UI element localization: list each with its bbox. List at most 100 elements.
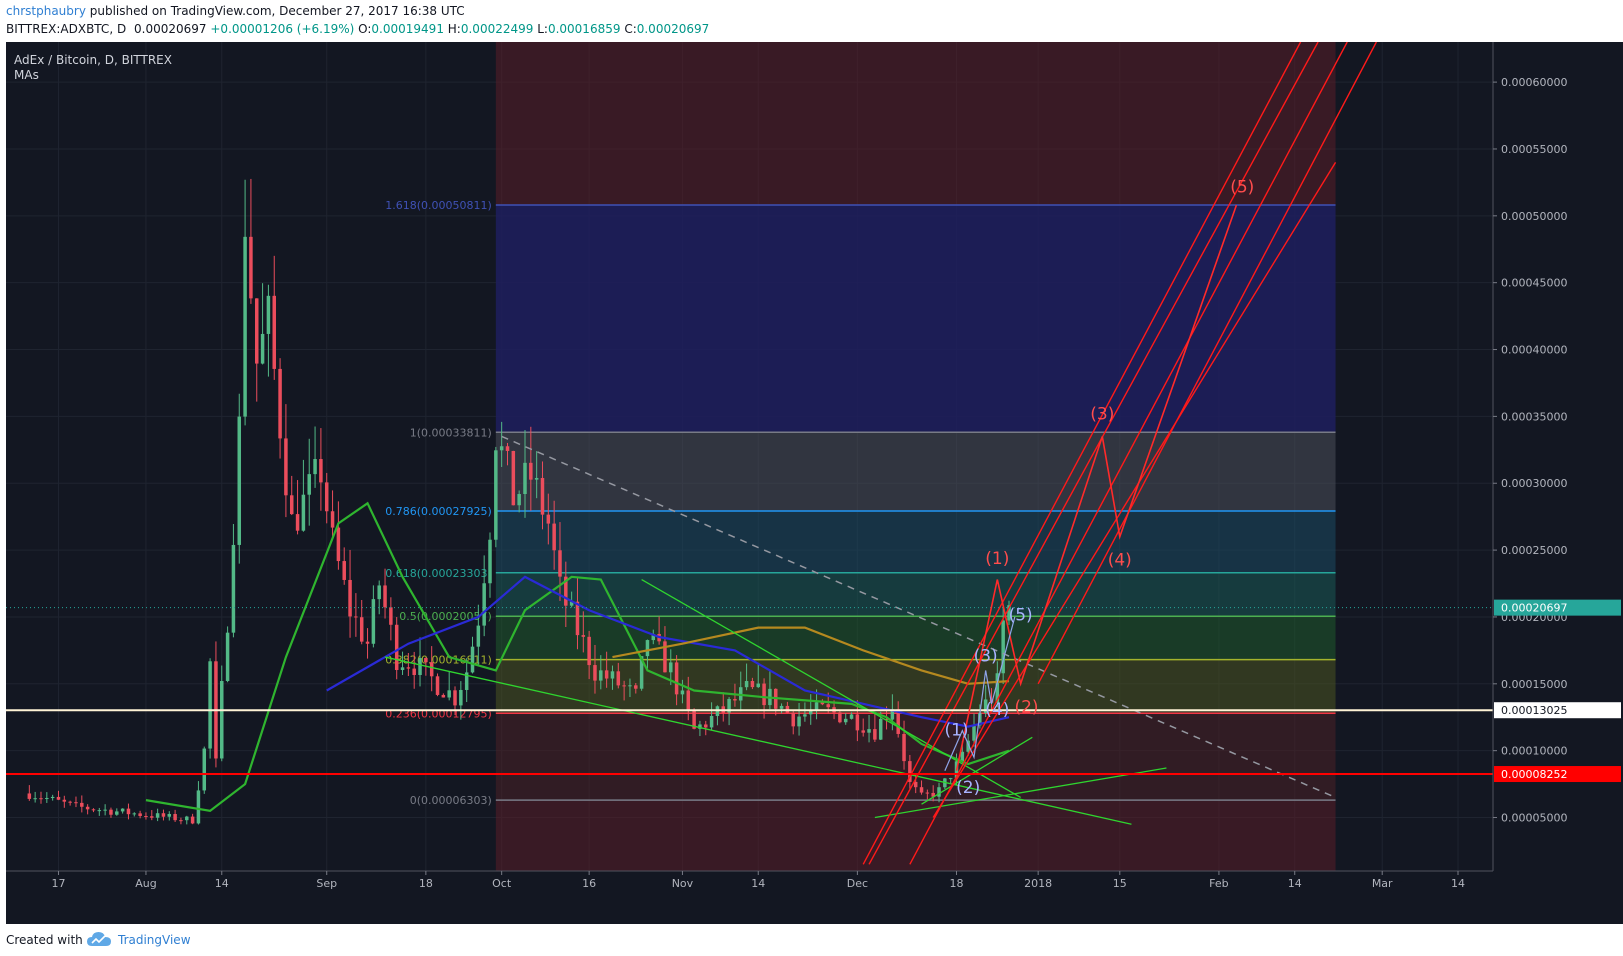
candle-up xyxy=(266,295,271,334)
candle-up xyxy=(185,816,189,821)
x-tick-label: 18 xyxy=(950,877,964,890)
candle-down xyxy=(74,802,78,804)
candle-down xyxy=(762,683,766,706)
candle-up xyxy=(680,690,685,695)
low-value: 0.00016859 xyxy=(547,22,621,36)
candle-down xyxy=(190,816,195,824)
candle-down xyxy=(394,624,399,670)
close-value: 0.00020697 xyxy=(636,22,710,36)
channel-line xyxy=(1037,41,1377,685)
candle-up xyxy=(727,698,731,713)
candle-down xyxy=(383,585,387,608)
wave-label: (4) xyxy=(985,700,1009,720)
candle-up xyxy=(231,544,236,633)
candle-up xyxy=(307,474,311,495)
candle-up xyxy=(808,710,813,715)
candle-down xyxy=(27,793,32,799)
candle-down xyxy=(348,579,352,617)
candle-down xyxy=(429,662,434,677)
candle-down xyxy=(593,665,597,681)
candle-up xyxy=(890,709,895,720)
price-chart[interactable]: 0(0.00006303)0.236(0.00012795)0.382(0.00… xyxy=(6,41,1623,924)
x-axis-panel xyxy=(6,871,1623,924)
moving-average-line xyxy=(145,501,1010,812)
candle-down xyxy=(552,523,556,551)
candle-up xyxy=(476,625,481,647)
chart-area[interactable]: 0(0.00006303) 0.236(0.00012795) 0.382(0.00… xyxy=(6,41,1623,924)
fib-band xyxy=(495,510,1336,573)
candle-up xyxy=(243,236,247,417)
high-value: 0.00022499 xyxy=(460,22,534,36)
candle-down xyxy=(604,670,609,679)
wave-label: (5) xyxy=(1009,605,1033,625)
candle-up xyxy=(313,459,317,475)
trendline xyxy=(641,578,1021,799)
x-tick-label: Feb xyxy=(1209,877,1228,890)
candle-down xyxy=(342,561,346,580)
candle-down xyxy=(855,714,860,731)
candle-up xyxy=(418,658,422,675)
wave-label: (3) xyxy=(1090,405,1114,425)
x-tick-label: 16 xyxy=(582,877,596,890)
candle-down xyxy=(319,459,323,483)
wave-label: (4) xyxy=(1108,550,1132,570)
candle-up xyxy=(948,778,953,780)
legend-title: AdEx / Bitcoin, D, BITTREX xyxy=(14,53,172,67)
candle-down xyxy=(126,808,131,815)
price-tag-label: 0.00013025 xyxy=(1501,704,1567,717)
candle-up xyxy=(517,494,521,506)
x-tick-label: 15 xyxy=(1113,877,1127,890)
legend-indicator[interactable]: MAs xyxy=(14,68,39,82)
wave-label: (2) xyxy=(1014,698,1038,718)
channel-line xyxy=(862,41,1302,865)
candle-up xyxy=(610,671,615,679)
candle-up xyxy=(645,640,650,657)
candle-down xyxy=(284,438,288,496)
price-tag xyxy=(1494,599,1621,616)
price-change: +0.00001206 (+6.19%) xyxy=(210,22,355,36)
candle-down xyxy=(389,607,393,625)
candle-down xyxy=(289,495,294,515)
trendline xyxy=(384,656,1132,825)
candle-down xyxy=(826,704,830,708)
candle-down xyxy=(173,813,177,821)
candle-down xyxy=(354,616,358,618)
candle-down xyxy=(820,702,825,705)
fib-level-label: 1(0.00033811) xyxy=(410,426,492,439)
candle-down xyxy=(896,709,900,734)
candle-up xyxy=(966,740,970,752)
channel-line xyxy=(932,161,1337,818)
candle-down xyxy=(587,636,591,666)
candle-down xyxy=(511,450,516,506)
candle-down xyxy=(686,690,691,710)
candle-down xyxy=(564,576,568,606)
tradingview-brand[interactable]: TradingView xyxy=(118,933,191,947)
candle-up xyxy=(995,673,1000,703)
candle-up xyxy=(797,716,801,727)
y-tick-label: 0.00010000 xyxy=(1501,745,1567,758)
candle-down xyxy=(441,694,446,698)
price-tag xyxy=(1494,766,1621,783)
candle-down xyxy=(663,641,667,673)
fib-level-label: 1.618(0.00050811) xyxy=(385,199,492,212)
dashed-trendline xyxy=(501,435,1336,799)
candle-up xyxy=(523,462,527,495)
candle-up xyxy=(208,661,212,749)
candle-down xyxy=(838,712,842,723)
candle-up xyxy=(237,416,242,545)
open-value: 0.00019491 xyxy=(371,22,444,36)
x-tick-label: Dec xyxy=(847,877,868,890)
x-tick-label: 17 xyxy=(51,877,65,890)
x-tick-label: 18 xyxy=(419,877,433,890)
candle-up xyxy=(639,656,644,689)
tradingview-cloud-icon[interactable] xyxy=(86,930,112,948)
candle-down xyxy=(85,806,90,810)
fib-level-label: 0(0.00006303) xyxy=(410,794,492,807)
fib-zone-bottom xyxy=(495,800,1336,871)
candle-down xyxy=(575,601,580,636)
candle-down xyxy=(546,514,551,524)
candle-down xyxy=(616,671,621,686)
chart-header: chrstphaubry published on TradingView.co… xyxy=(0,0,1623,42)
candle-up xyxy=(447,690,451,698)
author-link[interactable]: chrstphaubry xyxy=(6,4,86,18)
